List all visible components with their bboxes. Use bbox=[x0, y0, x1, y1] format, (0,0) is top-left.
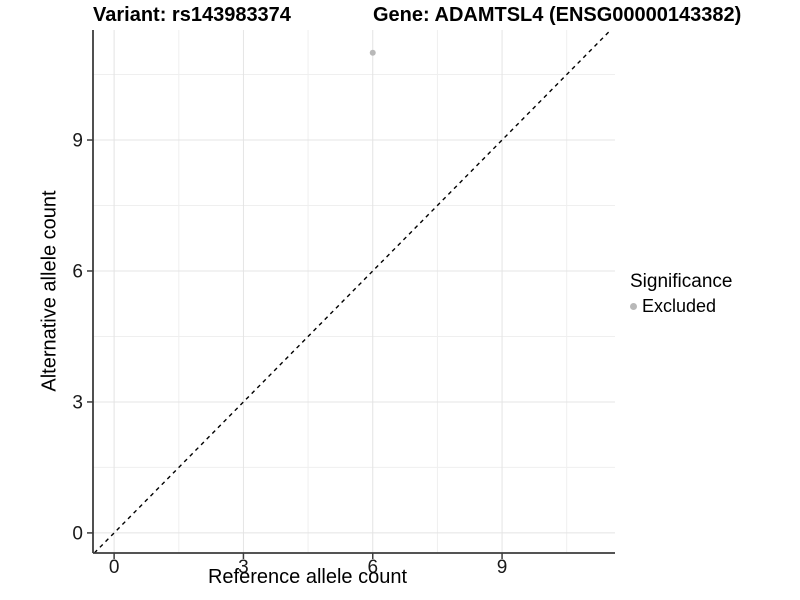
data-point bbox=[369, 49, 376, 56]
y-tick-label: 3 bbox=[72, 392, 83, 413]
y-tick-label: 0 bbox=[72, 523, 83, 544]
variant-title: Variant: rs143983374 bbox=[93, 4, 291, 26]
legend-item-label: Excluded bbox=[642, 296, 717, 316]
legend-point-icon bbox=[630, 303, 637, 310]
legend-title: Significance bbox=[630, 271, 733, 292]
legend: Significance Excluded bbox=[630, 271, 732, 317]
x-tick-label: 6 bbox=[367, 557, 378, 578]
y-tick-label: 6 bbox=[72, 261, 83, 282]
y-axis-title: Alternative allele count bbox=[38, 190, 61, 392]
x-tick-label: 3 bbox=[238, 557, 249, 578]
gene-title: Gene: ADAMTSL4 (ENSG00000143382) bbox=[373, 4, 742, 26]
legend-item-excluded: Excluded bbox=[630, 296, 732, 317]
x-axis-title: Reference allele count bbox=[207, 566, 407, 588]
x-tick-label: 0 bbox=[109, 557, 120, 578]
x-tick-label: 9 bbox=[497, 557, 508, 578]
y-tick-label: 9 bbox=[72, 131, 83, 152]
identity-reference-line bbox=[93, 29, 612, 554]
